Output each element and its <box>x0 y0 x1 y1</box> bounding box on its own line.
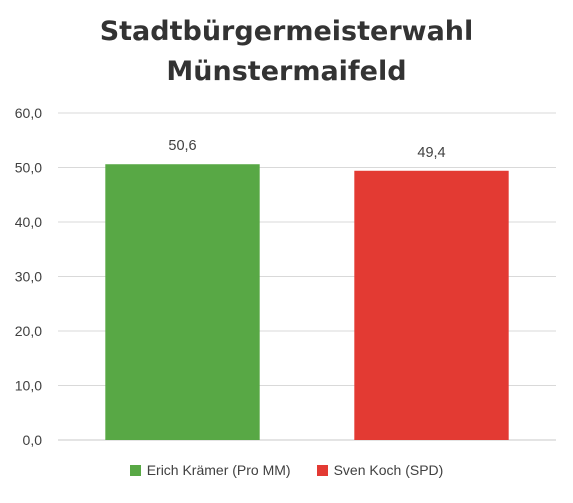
legend-label-2: Sven Koch (SPD) <box>333 462 444 478</box>
chart-title: Stadtbürgermeisterwahl Münstermaifeld <box>0 12 573 92</box>
legend-item-2: Sven Koch (SPD) <box>316 462 444 478</box>
legend-swatch-2 <box>316 464 328 476</box>
y-tick-label: 40,0 <box>15 214 42 230</box>
chart-title-line-2: Münstermaifeld <box>166 56 407 87</box>
y-tick-label: 30,0 <box>15 269 42 285</box>
legend-item-1: Erich Krämer (Pro MM) <box>129 462 291 478</box>
chart-title-line-1: Stadtbürgermeisterwahl <box>99 16 474 47</box>
y-tick-label: 0,0 <box>23 432 43 448</box>
y-tick-label: 50,0 <box>15 160 42 176</box>
y-tick-label: 10,0 <box>15 378 42 394</box>
legend: Erich Krämer (Pro MM) Sven Koch (SPD) <box>0 462 573 478</box>
legend-swatch-1 <box>129 464 141 476</box>
y-tick-label: 20,0 <box>15 323 42 339</box>
data-label: 50,6 <box>168 138 196 154</box>
y-tick-label: 60,0 <box>15 105 42 121</box>
bar <box>354 170 509 440</box>
legend-label-1: Erich Krämer (Pro MM) <box>146 462 291 478</box>
data-label: 49,4 <box>417 145 445 161</box>
bar <box>105 164 260 441</box>
